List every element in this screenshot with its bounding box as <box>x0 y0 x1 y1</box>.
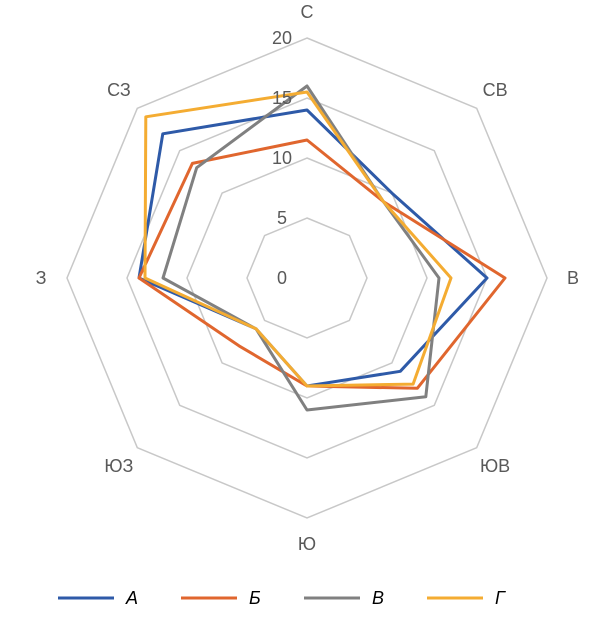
tick-label-5: 5 <box>277 208 287 228</box>
grid-ring-5 <box>246 217 368 339</box>
radial-tick-labels: 0 5 10 15 20 <box>272 28 292 288</box>
legend-label-1: А <box>125 588 138 608</box>
legend: А Б В Г <box>58 588 506 608</box>
grid-ring-15 <box>126 97 488 459</box>
category-label-5: Ю <box>298 534 316 554</box>
category-labels: С СВ В ЮВ Ю ЮЗ З СЗ <box>36 2 579 554</box>
category-label-7: З <box>36 268 47 288</box>
category-label-3: В <box>567 268 579 288</box>
tick-label-0: 0 <box>277 268 287 288</box>
grid-ring-20 <box>66 37 548 519</box>
category-label-2: СВ <box>483 80 508 100</box>
tick-label-15: 15 <box>272 88 292 108</box>
legend-label-3: В <box>372 588 384 608</box>
series-4-line <box>143 90 453 388</box>
category-label-1: С <box>301 2 314 22</box>
category-label-8: СЗ <box>107 80 131 100</box>
legend-label-4: Г <box>495 588 506 608</box>
legend-label-2: Б <box>249 588 261 608</box>
radar-series <box>137 84 507 412</box>
category-label-6: ЮЗ <box>104 456 133 476</box>
category-label-4: ЮВ <box>480 456 510 476</box>
tick-label-20: 20 <box>272 28 292 48</box>
series-3-line <box>161 84 441 412</box>
tick-label-10: 10 <box>272 148 292 168</box>
grid-ring-10 <box>186 157 428 399</box>
radar-grid <box>66 37 548 519</box>
